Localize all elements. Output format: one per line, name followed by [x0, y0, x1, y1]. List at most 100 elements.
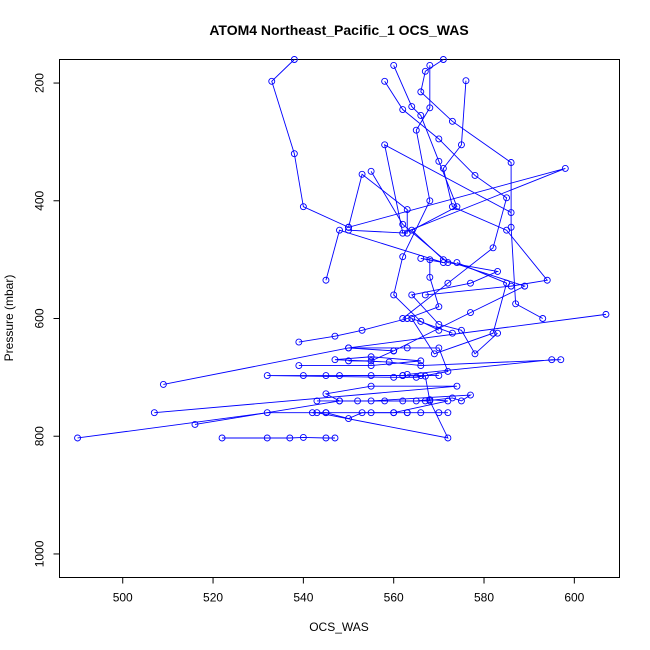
data-point [150, 409, 158, 417]
data-point [358, 326, 366, 334]
series-line [271, 59, 349, 228]
data-point [426, 61, 434, 69]
data-point [299, 203, 307, 211]
data-point [399, 220, 407, 228]
data-point [453, 382, 461, 390]
series-line [348, 313, 607, 362]
data-point [435, 372, 443, 380]
data-point [444, 368, 452, 375]
data-point [457, 397, 465, 405]
data-point [399, 253, 407, 261]
data-point [417, 362, 425, 370]
data-point [358, 409, 366, 417]
data-point [448, 117, 456, 125]
data-point [557, 356, 565, 364]
x-tick-label: 600 [564, 591, 584, 605]
data-point [390, 61, 398, 69]
data-point [299, 372, 307, 380]
data-point [430, 350, 438, 358]
data-point [408, 103, 416, 111]
y-tick-label: 400 [33, 190, 47, 210]
data-point [435, 157, 443, 165]
data-point [503, 194, 511, 202]
data-point [467, 309, 474, 317]
data-point [399, 372, 407, 380]
profile-series [345, 141, 569, 237]
data-point [322, 372, 330, 380]
data-point [412, 373, 420, 381]
profile-series [268, 56, 352, 231]
data-point [453, 203, 461, 211]
data-point [345, 344, 352, 352]
data-point [331, 356, 339, 364]
data-point [494, 329, 502, 337]
profile-series [408, 259, 511, 358]
x-tick-label: 500 [113, 591, 133, 605]
data-point [336, 397, 343, 405]
data-point [426, 197, 434, 205]
data-point [417, 357, 425, 365]
data-point [367, 382, 375, 390]
x-axis-label: OCS_WAS [309, 620, 369, 634]
x-tick-label: 560 [384, 591, 404, 605]
data-point [403, 344, 411, 352]
data-point [299, 433, 307, 441]
data-point [417, 409, 425, 417]
data-point [331, 332, 339, 340]
data-point [390, 373, 398, 381]
data-point [381, 77, 389, 85]
profile-series [390, 61, 529, 355]
data-point [390, 409, 398, 417]
data-point [444, 259, 452, 267]
data-point [426, 104, 434, 112]
data-point [336, 372, 343, 380]
data-point [263, 434, 271, 442]
series-line [393, 65, 526, 352]
data-point [494, 267, 502, 275]
data-point [543, 276, 551, 284]
series-line [316, 375, 449, 439]
data-point [417, 111, 425, 119]
y-tick-label: 600 [33, 308, 47, 328]
series-line [222, 436, 335, 439]
data-point [286, 434, 294, 442]
data-point [548, 356, 556, 364]
data-point [313, 397, 321, 405]
series-line [77, 412, 448, 439]
data-point [367, 353, 375, 361]
x-axis: 500 520 540 560 580 600 [113, 577, 585, 605]
data-point [507, 159, 515, 166]
data-point [426, 397, 434, 405]
data-point [421, 397, 429, 405]
data-point [471, 350, 479, 358]
y-axis-label: Pressure (mbar) [2, 275, 16, 362]
data-point [435, 320, 443, 328]
x-tick-label: 520 [203, 591, 223, 605]
profile-series [390, 61, 443, 334]
data-point [336, 226, 343, 234]
data-point [408, 226, 416, 234]
series-line [425, 80, 549, 296]
data-point [290, 56, 298, 63]
profile-series [218, 433, 339, 442]
data-point [467, 279, 474, 287]
data-point [444, 409, 452, 417]
profile-series [74, 409, 452, 442]
x-tick-label: 540 [293, 591, 313, 605]
data-point [457, 141, 465, 149]
data-point [345, 357, 352, 365]
profile-series [150, 382, 474, 417]
data-point [268, 77, 276, 85]
data-point [322, 434, 330, 442]
data-point [439, 164, 447, 172]
data-point [435, 344, 443, 352]
x-tick-label: 580 [474, 591, 494, 605]
series-line [420, 59, 543, 319]
series-line [347, 144, 566, 234]
data-point [444, 434, 452, 442]
data-point [417, 255, 425, 262]
data-point [439, 56, 447, 63]
data-point [295, 362, 303, 370]
data-point [489, 329, 497, 337]
data-point [74, 434, 82, 442]
